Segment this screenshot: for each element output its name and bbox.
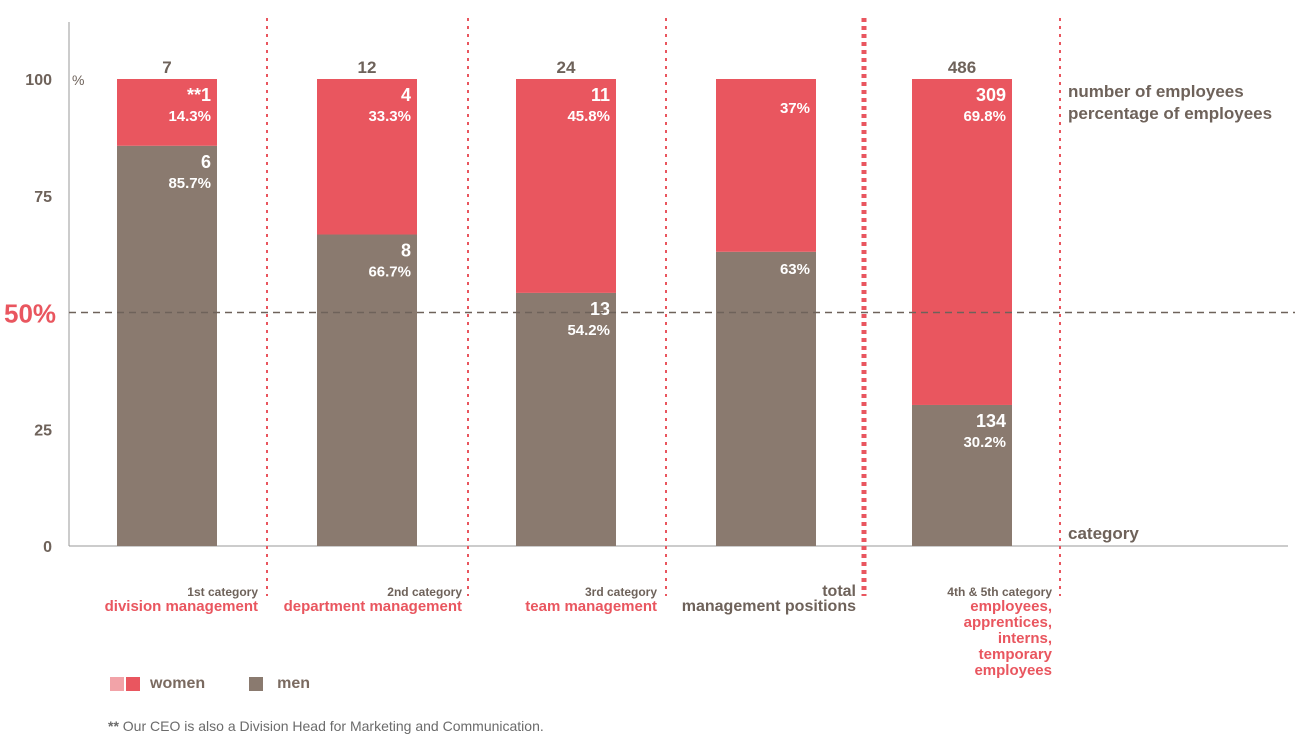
women-pct-label: 37% xyxy=(780,100,810,117)
women-count-label: 309 xyxy=(976,85,1006,105)
category-name-label: division management xyxy=(105,598,258,615)
women-count-label: 11 xyxy=(591,85,610,105)
footnote-marker: ** xyxy=(108,718,119,734)
bar-women-segment xyxy=(516,79,616,293)
y-tick-label: 25 xyxy=(34,422,52,439)
bar-men-segment xyxy=(912,404,1012,546)
footnote: ** Our CEO is also a Division Head for M… xyxy=(108,718,544,734)
right-label-count: number of employees xyxy=(1068,82,1244,101)
bar-total-label: 24 xyxy=(557,58,576,77)
category-name-label: management positions xyxy=(682,598,856,615)
men-count-label: 13 xyxy=(590,299,610,319)
category-name-label: temporary xyxy=(979,646,1053,663)
footnote-text: Our CEO is also a Division Head for Mark… xyxy=(118,718,544,734)
men-pct-label: 30.2% xyxy=(963,434,1006,451)
men-pct-label: 54.2% xyxy=(567,322,610,339)
legend-women-light-swatch xyxy=(110,677,124,691)
women-pct-label: 69.8% xyxy=(963,108,1006,125)
bar-total-label: 7 xyxy=(162,58,171,77)
bar-women-segment xyxy=(317,79,417,235)
bar-total-label: 486 xyxy=(948,58,976,77)
category-name-label: employees xyxy=(974,662,1052,679)
category-top-label: 2nd category xyxy=(387,585,462,599)
bar-women-segment xyxy=(117,79,217,146)
category-name-label: interns, xyxy=(998,630,1052,647)
men-pct-label: 63% xyxy=(780,261,810,278)
reference-line-label: 50% xyxy=(4,299,56,329)
category-top-label: total xyxy=(822,583,856,600)
bar-total-label: 12 xyxy=(358,58,377,77)
legend-women-swatch xyxy=(126,677,140,691)
right-label-percentage: percentage of employees xyxy=(1068,104,1272,123)
bar-women-segment xyxy=(912,79,1012,405)
y-tick-label: 75 xyxy=(34,189,52,206)
bar-men-segment xyxy=(516,292,616,546)
legend: women men xyxy=(110,675,310,693)
men-count-label: 8 xyxy=(401,241,411,261)
bar-men-segment xyxy=(716,251,816,547)
men-pct-label: 85.7% xyxy=(168,175,211,192)
category-top-label: 1st category xyxy=(187,585,258,599)
legend-men-label: men xyxy=(277,675,311,692)
category-name-label: department management xyxy=(284,598,462,615)
bar-men-segment xyxy=(117,145,217,546)
women-count-label: 4 xyxy=(401,85,411,105)
category-name-label: employees, xyxy=(970,598,1052,615)
category-top-label: 3rd category xyxy=(585,585,657,599)
y-unit-label: % xyxy=(72,72,84,88)
legend-men-swatch xyxy=(249,677,264,691)
category-name-label: team management xyxy=(525,598,657,615)
men-count-label: 134 xyxy=(976,411,1006,431)
category-name-label: apprentices, xyxy=(964,614,1052,631)
y-tick-label: 100 xyxy=(25,72,52,89)
bar-men-segment xyxy=(317,234,417,547)
men-count-label: 6 xyxy=(201,152,211,172)
women-pct-label: 45.8% xyxy=(567,108,610,125)
right-label-category: category xyxy=(1068,524,1139,543)
legend-women-label: women xyxy=(150,675,206,692)
category-top-label: 4th & 5th category xyxy=(947,585,1052,599)
y-tick-label: 0 xyxy=(43,539,52,556)
men-pct-label: 66.7% xyxy=(368,264,411,281)
women-pct-label: 33.3% xyxy=(368,108,411,125)
bar-women-segment xyxy=(716,79,816,252)
women-pct-label: 14.3% xyxy=(168,108,211,125)
women-count-label: **1 xyxy=(187,85,211,105)
